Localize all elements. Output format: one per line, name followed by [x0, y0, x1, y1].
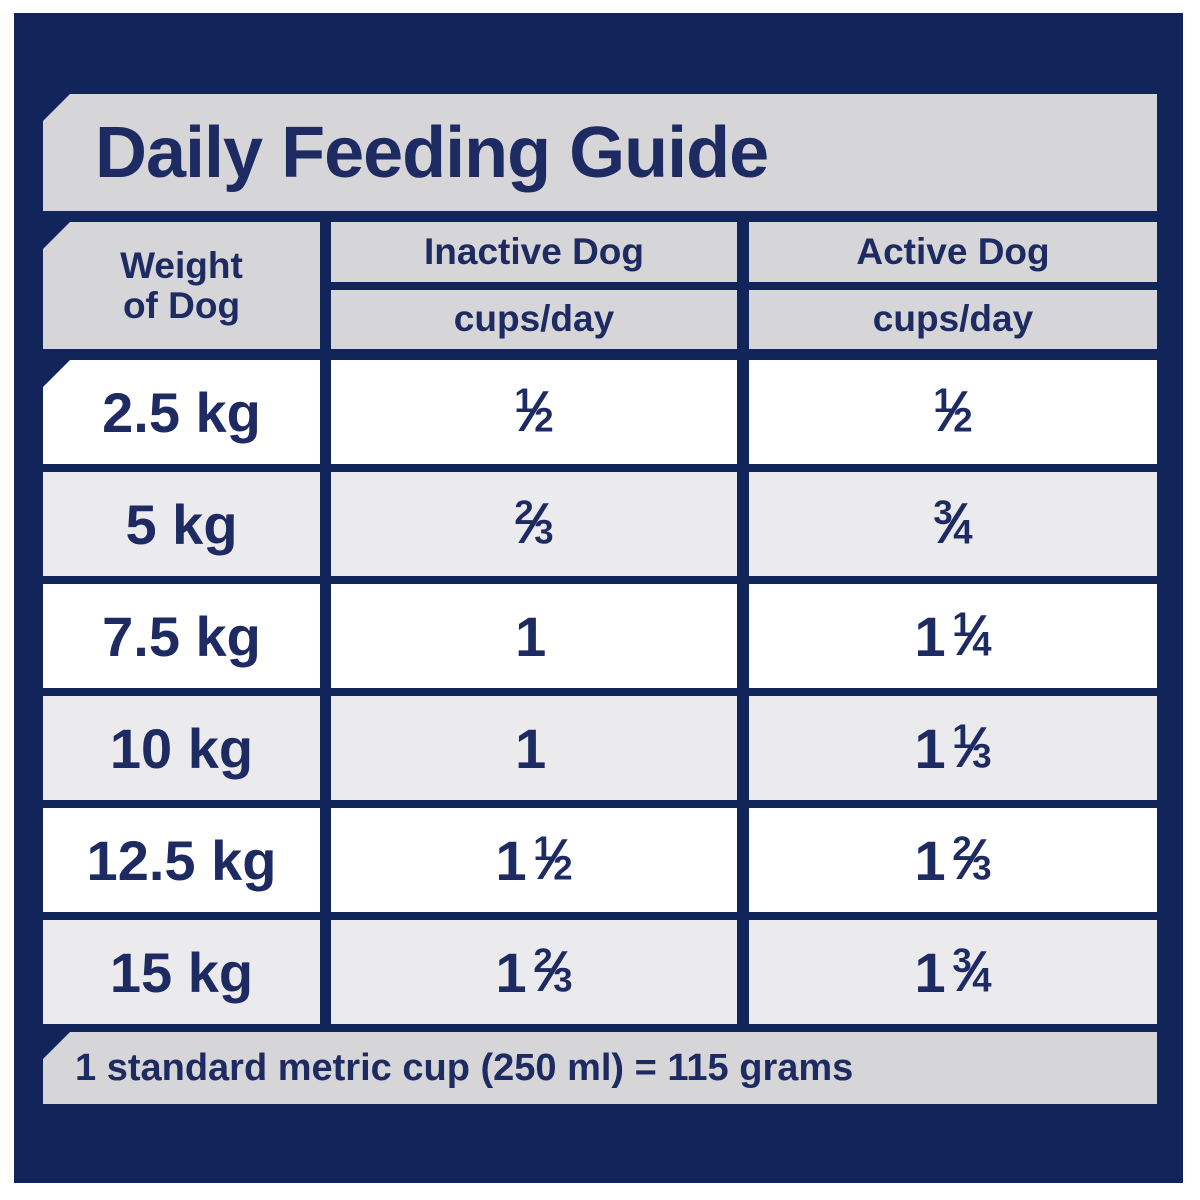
- active-dog-unit: cups/day: [872, 298, 1034, 340]
- inactive-dog-label: Inactive Dog: [331, 222, 737, 290]
- weight-cell: 5 kg: [43, 472, 320, 576]
- whole-number: 1: [495, 828, 527, 892]
- whole-number: 1: [515, 604, 547, 668]
- weight-cell: 2.5 kg: [43, 360, 320, 464]
- whole-number: 1: [914, 940, 946, 1004]
- title-bar: Daily Feeding Guide: [43, 94, 1157, 211]
- whole-number: 1: [914, 604, 946, 668]
- column-header-weight: Weight of Dog: [43, 222, 320, 349]
- footnote-bar: 1 standard metric cup (250 ml) = 115 gra…: [43, 1032, 1157, 1104]
- weight-cell: 7.5 kg: [43, 584, 320, 688]
- fraction: 3⁄4: [933, 492, 973, 556]
- weight-cell: 10 kg: [43, 696, 320, 800]
- inactive-cups-cell: 2⁄3: [331, 472, 737, 576]
- inactive-cups-cell: 1: [331, 696, 737, 800]
- column-header-active-dog: Active Dog cups/day: [749, 222, 1157, 349]
- active-cups-cell: 1⁄2: [749, 360, 1157, 464]
- inactive-cups-cell: 1 1⁄2: [331, 808, 737, 912]
- inactive-cups-cell: 1 2⁄3: [331, 920, 737, 1024]
- fraction: 1⁄2: [933, 380, 973, 444]
- inactive-cups-cell: 1: [331, 584, 737, 688]
- fraction: 1⁄2: [533, 828, 573, 892]
- navy-background-panel: Daily Feeding Guide Weight of Dog Inacti…: [14, 13, 1183, 1183]
- whole-number: 1: [914, 716, 946, 780]
- cup-conversion-note: 1 standard metric cup (250 ml) = 115 gra…: [75, 1046, 854, 1089]
- weight-cell: 12.5 kg: [43, 808, 320, 912]
- active-cups-cell: 1 1⁄3: [749, 696, 1157, 800]
- fraction: 3⁄4: [952, 940, 992, 1004]
- whole-number: 1: [515, 716, 547, 780]
- active-cups-cell: 1 3⁄4: [749, 920, 1157, 1024]
- active-dog-label: Active Dog: [749, 222, 1157, 290]
- weight-cell: 15 kg: [43, 920, 320, 1024]
- whole-number: 1: [914, 828, 946, 892]
- fraction: 2⁄3: [514, 492, 554, 556]
- whole-number: 1: [495, 940, 527, 1004]
- inactive-dog-unit: cups/day: [453, 298, 615, 340]
- weight-header-line1: Weight: [120, 245, 243, 287]
- fraction: 1⁄3: [952, 716, 992, 780]
- fraction: 1⁄2: [514, 380, 554, 444]
- fraction: 1⁄4: [952, 604, 992, 668]
- active-cups-cell: 1 1⁄4: [749, 584, 1157, 688]
- active-cups-cell: 1 2⁄3: [749, 808, 1157, 912]
- fraction: 2⁄3: [952, 828, 992, 892]
- active-cups-cell: 3⁄4: [749, 472, 1157, 576]
- fraction: 2⁄3: [533, 940, 573, 1004]
- weight-header-line2: of Dog: [122, 284, 241, 326]
- inactive-cups-cell: 1⁄2: [331, 360, 737, 464]
- column-header-inactive-dog: Inactive Dog cups/day: [331, 222, 737, 349]
- page-title: Daily Feeding Guide: [95, 112, 769, 193]
